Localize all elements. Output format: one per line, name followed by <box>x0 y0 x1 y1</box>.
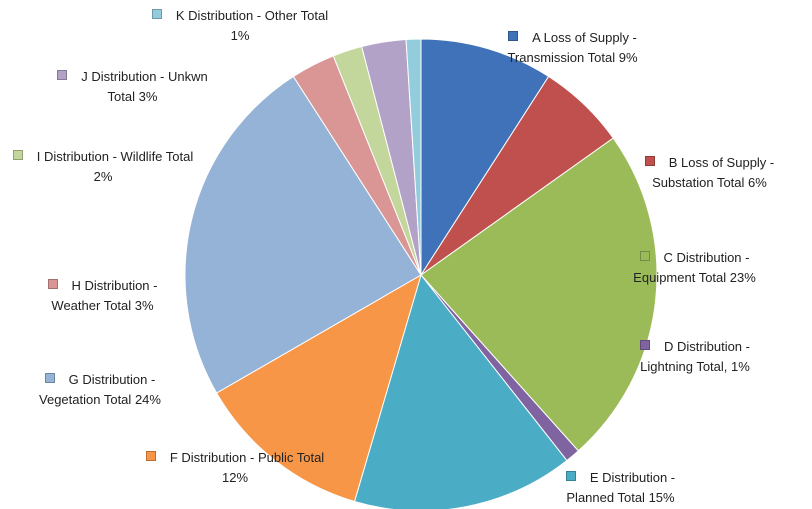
value-label: 23% <box>729 270 756 285</box>
category-name: D Distribution - Lightning Total, <box>640 339 750 374</box>
slice-label: B Loss of Supply - Substation Total 6% <box>632 153 787 193</box>
value-label: 1% <box>230 28 250 43</box>
category-name: K Distribution - Other Total <box>175 8 329 23</box>
value-label: 24% <box>134 392 161 407</box>
value-label: 2% <box>93 169 113 184</box>
legend-marker <box>639 251 650 261</box>
category-name: G Distribution - Vegetation Total <box>39 372 156 407</box>
pie-slice <box>420 137 658 452</box>
category-name: H Distribution - Weather Total <box>51 278 158 313</box>
value-label: 6% <box>748 175 767 190</box>
legend-marker <box>508 31 519 41</box>
slice-label: F Distribution - Public Total 12% <box>140 448 330 488</box>
category-name: A Loss of Supply - Transmission Total <box>507 30 637 65</box>
category-name: C Distribution - Equipment Total <box>633 250 750 285</box>
slice-label: A Loss of Supply - Transmission Total 9% <box>490 28 655 68</box>
legend-marker <box>47 279 58 289</box>
pie-slice <box>215 273 422 503</box>
slice-label: C Distribution - Equipment Total 23% <box>612 248 777 288</box>
value-label: 12% <box>221 470 249 485</box>
value-label: 9% <box>618 50 638 65</box>
pie-slice <box>420 38 550 277</box>
category-name: J Distribution - Unkwn Total <box>81 69 208 104</box>
value-label: 1% <box>731 359 750 374</box>
legend-marker <box>565 471 576 481</box>
category-name: F Distribution - Public Total <box>169 450 325 465</box>
slice-label: D Distribution - Lightning Total, 1% <box>620 337 770 377</box>
category-name: I Distribution - Wildlife Total <box>36 149 194 164</box>
value-label: 3% <box>134 298 154 313</box>
pie-slice <box>353 273 568 509</box>
category-name: E Distribution - Planned Total <box>566 470 676 505</box>
pie-slice <box>184 75 422 394</box>
slice-label: I Distribution - Wildlife Total 2% <box>8 147 198 187</box>
category-name: B Loss of Supply - Substation Total <box>652 155 775 190</box>
legend-marker <box>640 340 651 350</box>
slice-label: K Distribution - Other Total 1% <box>150 6 330 46</box>
legend-marker <box>44 373 55 383</box>
value-label: 3% <box>138 89 158 104</box>
legend-marker <box>151 9 162 19</box>
value-label: 15% <box>648 490 675 505</box>
legend-marker <box>57 70 68 80</box>
legend-marker <box>644 156 655 166</box>
slice-label: J Distribution - Unkwn Total 3% <box>45 67 220 107</box>
slice-label: G Distribution - Vegetation Total 24% <box>20 370 180 410</box>
slice-label: H Distribution - Weather Total 3% <box>30 276 175 316</box>
legend-marker <box>145 451 156 461</box>
slice-label: E Distribution - Planned Total 15% <box>548 468 693 508</box>
legend-marker <box>12 150 23 160</box>
pie-slice <box>405 38 422 276</box>
